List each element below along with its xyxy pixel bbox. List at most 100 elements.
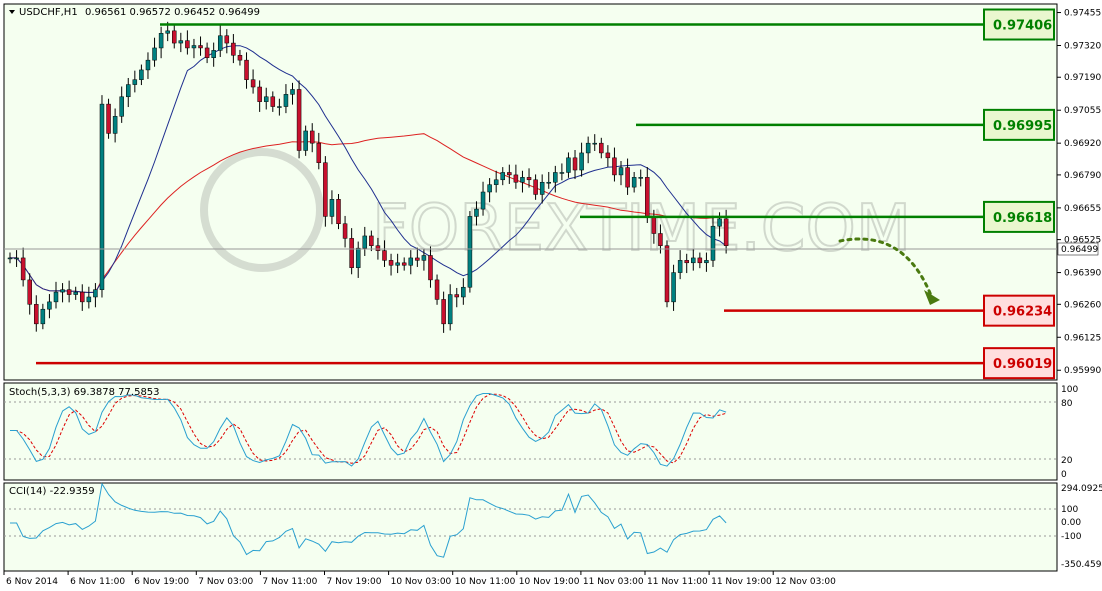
stoch-signal-line	[10, 393, 727, 464]
candle-body	[697, 257, 703, 264]
candle-body	[145, 59, 151, 71]
level-label-resistance: 0.96618	[983, 200, 1055, 233]
ma-fast-line	[10, 45, 727, 294]
time-axis-label: 10 Nov 03:00	[391, 577, 452, 587]
candle-body	[434, 279, 440, 300]
candle-body	[316, 142, 322, 163]
candle-body	[342, 223, 348, 239]
candle-body	[185, 40, 190, 49]
time-axis-label: 6 Nov 11:00	[70, 577, 125, 587]
candle-body	[454, 294, 460, 298]
price-axis-label: 0.96260	[1064, 300, 1101, 310]
candle-body	[14, 257, 19, 260]
candle-body	[27, 279, 32, 305]
time-axis-label: 10 Nov 11:00	[455, 577, 516, 587]
time-axis-label: 10 Nov 19:00	[519, 577, 580, 587]
watermark-text: FOREXTIME.COM	[372, 192, 911, 266]
time-axis-label: 7 Nov 11:00	[262, 577, 317, 587]
stochastic-pane[interactable]: Stoch(5,3,3) 69.3878 77.5853 100 80 20 0	[3, 382, 1078, 481]
level-value: 0.96995	[993, 119, 1052, 134]
ohlc-values: 0.96561 0.96572 0.96452 0.96499	[85, 7, 260, 18]
candle-body	[237, 55, 243, 61]
level-box	[983, 200, 1055, 233]
time-axis-label: 11 Nov 03:00	[583, 577, 644, 587]
candle-body	[53, 291, 59, 303]
cci-pane[interactable]: CCI(14) -22.9359 294.0925 100 0.00 -100 …	[3, 482, 1102, 572]
candle-body	[283, 94, 289, 107]
candle-body	[401, 262, 407, 266]
candle-body	[500, 172, 505, 181]
candle-body	[388, 260, 394, 266]
candle-body	[553, 172, 558, 183]
time-axis: 6 Nov 2014 6 Nov 11:00 6 Nov 19:00 7 Nov 03…	[3, 571, 836, 587]
level-value: 0.96618	[993, 211, 1052, 226]
candle-body	[507, 172, 512, 176]
candle-body	[204, 47, 210, 58]
candle-body	[415, 257, 420, 261]
price-pane-bg	[3, 3, 1058, 381]
current-price-tag: 0.96499	[1057, 242, 1098, 256]
candle-body	[677, 260, 683, 273]
candle-body	[441, 299, 446, 325]
candle-body	[684, 260, 689, 264]
candle-body	[447, 294, 453, 325]
candle-body	[467, 216, 473, 288]
cci-axis-max: 294.0925	[1061, 484, 1102, 494]
candle-body	[539, 181, 545, 195]
candle-body	[244, 59, 249, 80]
candle-body	[493, 179, 499, 185]
price-axis-label: 0.96125	[1064, 333, 1101, 343]
candle-body	[533, 179, 538, 195]
forecast-arrow-path	[838, 237, 934, 300]
cci-axis-minus100: -100	[1061, 532, 1082, 542]
candle-body	[710, 225, 716, 261]
candle-body	[80, 291, 85, 303]
candle-body	[250, 79, 256, 88]
stoch-axis-100: 100	[1061, 385, 1078, 395]
candle-body	[566, 157, 571, 173]
candle-body	[375, 245, 381, 251]
candle-body	[592, 142, 597, 145]
level-box	[983, 294, 1055, 327]
candle-body	[612, 157, 617, 176]
price-axis-label: 0.97055	[1064, 106, 1101, 116]
candle-body	[513, 174, 519, 183]
candle-body	[638, 177, 643, 179]
candle-body	[34, 304, 39, 325]
candle-body	[119, 96, 124, 117]
level-value: 0.97406	[993, 19, 1052, 34]
price-pane[interactable]: FOREXTIME.COM 0.97406 0.96995 0.96618 0.962…	[3, 3, 1058, 381]
candle-body	[671, 272, 676, 303]
candle-body	[572, 157, 578, 171]
cci-axis-100: 100	[1061, 505, 1078, 515]
time-axis-label: 7 Nov 03:00	[198, 577, 253, 587]
candle-body	[461, 286, 466, 298]
candle-body	[474, 208, 479, 217]
candle-body	[7, 257, 13, 260]
candle-body	[47, 301, 52, 310]
candle-body	[421, 255, 427, 261]
stoch-axis-80: 80	[1061, 399, 1073, 409]
candle-body	[86, 296, 92, 303]
candle-body	[559, 172, 565, 174]
level-value: 0.96019	[993, 357, 1052, 372]
candle-body	[480, 191, 486, 210]
candle-body	[336, 199, 341, 224]
candle-body	[309, 130, 315, 144]
candle-body	[270, 96, 276, 107]
stoch-axis-0: 0	[1061, 470, 1067, 480]
candle-body	[355, 247, 361, 268]
price-axis: 0.97455 0.97320 0.97190 0.97055 0.96920 0.967…	[1057, 9, 1101, 376]
time-axis-label: 11 Nov 11:00	[647, 577, 708, 587]
price-axis-label: 0.96525	[1064, 236, 1101, 246]
candle-body	[191, 45, 197, 49]
forecast-arrow-icon	[924, 290, 940, 305]
candlesticks	[7, 21, 729, 333]
candle-body	[60, 289, 65, 293]
cci-axis-min: -350.4594	[1061, 560, 1102, 570]
cci-value-line	[10, 482, 727, 558]
candle-body	[277, 106, 282, 108]
symbol-dropdown-icon[interactable]	[9, 10, 15, 14]
candle-body	[132, 79, 138, 85]
